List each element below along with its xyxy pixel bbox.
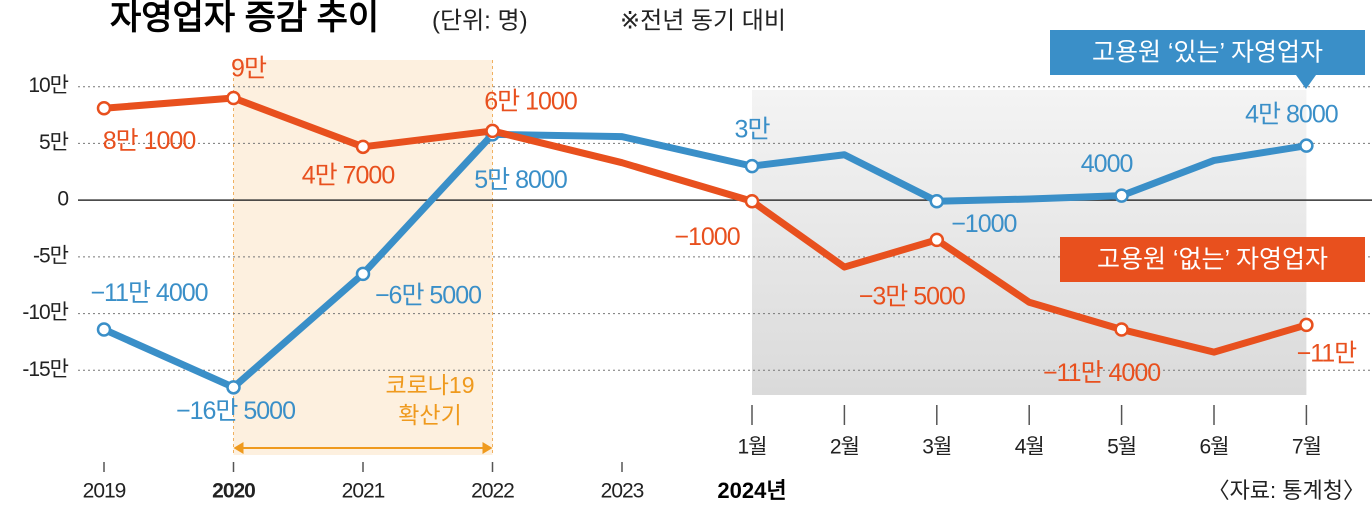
- value-label: 4000: [1081, 150, 1133, 178]
- x-tick-label: 6월: [1200, 436, 1229, 459]
- point: [355, 139, 371, 155]
- x-tick-label: 7월: [1292, 436, 1321, 459]
- x-tick-label: 4월: [1015, 436, 1044, 459]
- y-tick-label: -15만: [22, 358, 68, 381]
- point: [1299, 317, 1314, 333]
- note: ※전년 동기 대비: [620, 7, 786, 34]
- value-label: 4만 8000: [1245, 100, 1338, 128]
- year-label: 2024년: [717, 478, 786, 503]
- value-label: −16만 5000: [176, 397, 295, 425]
- y-tick-label: -10만: [22, 301, 68, 324]
- source: 〈자료: 통계청〉: [1208, 478, 1365, 503]
- value-label: −11만 4000: [90, 279, 207, 307]
- value-label: 9만: [231, 55, 267, 83]
- value-label: −6만 5000: [375, 281, 481, 309]
- value-label: −1000: [951, 210, 1016, 238]
- point: [929, 232, 945, 248]
- value-label: 8만 1000: [103, 127, 196, 155]
- point: [1114, 322, 1129, 337]
- point: [1114, 188, 1129, 203]
- point: [226, 90, 241, 106]
- point: [96, 322, 112, 337]
- x-tick-label: 2022: [471, 480, 514, 503]
- legend-label: 고용원 ‘없는’ 자영업자: [1097, 246, 1328, 274]
- legend-box: [1060, 237, 1365, 282]
- y-tick-label: 0: [57, 188, 68, 211]
- point: [96, 100, 112, 116]
- x-tick-label: 3월: [922, 436, 951, 459]
- value-label: 3만: [735, 116, 771, 144]
- series-line: [103, 94, 1308, 356]
- point: [1299, 138, 1314, 153]
- point: [744, 194, 760, 209]
- y-tick-label: 5만: [39, 131, 69, 154]
- value-label: 6만 1000: [484, 88, 577, 116]
- x-tick-label: 2020: [212, 480, 255, 503]
- x-tick-label: 2월: [830, 436, 859, 459]
- value-label: 5만 8000: [474, 166, 567, 194]
- value-label: −11만: [1297, 340, 1358, 368]
- x-tick-label: 2021: [342, 480, 385, 503]
- unit-label: (단위: 명): [432, 7, 528, 34]
- legend-label: 고용원 ‘있는’ 자영업자: [1092, 39, 1323, 67]
- x-tick-label: 1월: [738, 436, 767, 459]
- point: [744, 158, 760, 174]
- value-label: 4만 7000: [302, 161, 395, 189]
- legend-pointer: [1296, 75, 1316, 89]
- period-shade: [233, 60, 493, 455]
- point: [226, 380, 241, 395]
- value-label: −11만 4000: [1043, 359, 1160, 387]
- x-tick-label: 5월: [1107, 436, 1136, 459]
- chart-title: 자영업자 증감 추이: [110, 0, 379, 37]
- annotation: 코로나19: [385, 372, 474, 398]
- value-label: −1000: [674, 223, 739, 251]
- point: [485, 123, 500, 139]
- annotation: 확산기: [398, 402, 461, 428]
- y-tick-label: 10만: [28, 74, 68, 97]
- y-tick-label: -5만: [33, 244, 69, 267]
- point: [929, 194, 945, 209]
- point: [355, 266, 371, 282]
- series-line: [102, 130, 1307, 391]
- value-label: −3만 5000: [859, 282, 965, 310]
- legend-box: [1050, 30, 1365, 75]
- x-tick-label: 2019: [83, 480, 126, 503]
- x-tick-label: 2023: [601, 480, 644, 503]
